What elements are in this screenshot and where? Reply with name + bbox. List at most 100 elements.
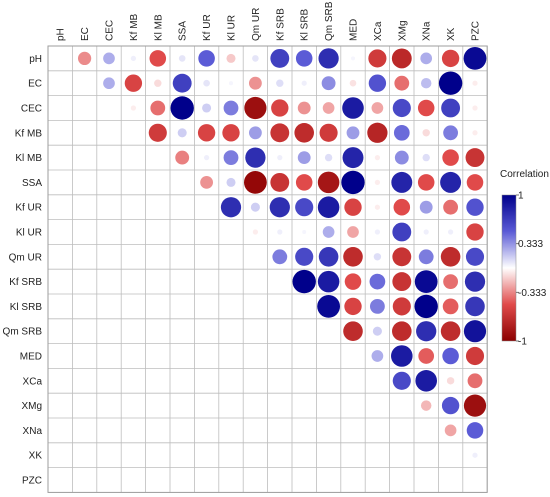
row-label: XCa	[23, 376, 43, 387]
correlation-circle	[321, 76, 336, 91]
correlation-circle	[392, 321, 412, 341]
correlation-circle	[223, 100, 239, 116]
correlation-circle	[295, 50, 313, 67]
column-label: Kl UR	[227, 15, 238, 41]
correlation-circle	[148, 123, 167, 142]
correlation-circle	[442, 347, 459, 365]
correlation-circle	[295, 198, 314, 217]
correlation-circle	[392, 247, 412, 267]
correlation-circle	[371, 350, 384, 362]
correlation-circle	[198, 50, 215, 67]
correlation-circle	[442, 298, 459, 315]
correlation-circle	[416, 321, 437, 342]
correlation-circle	[344, 297, 362, 316]
correlation-circle	[243, 170, 267, 194]
row-label: Qm SRB	[3, 327, 43, 338]
correlation-circle	[394, 75, 410, 91]
correlation-circle	[317, 294, 341, 318]
column-label: XNa	[422, 21, 433, 41]
correlation-circle	[269, 197, 290, 218]
row-label: Kf MB	[15, 128, 43, 139]
correlation-circle	[443, 125, 458, 141]
correlation-circle	[472, 452, 478, 458]
correlation-circle	[103, 52, 115, 65]
correlation-circle	[372, 326, 382, 336]
column-label: SSA	[178, 21, 189, 41]
row-label: pH	[29, 54, 42, 65]
correlation-circle	[103, 77, 115, 90]
correlation-circle	[172, 73, 192, 93]
correlation-circle	[374, 229, 381, 235]
correlation-circle	[317, 270, 340, 293]
correlation-circle	[466, 174, 484, 191]
correlation-circle	[228, 81, 234, 86]
correlation-circle	[465, 296, 485, 317]
column-label: Kf UR	[202, 14, 213, 41]
column-label: XCa	[373, 21, 384, 41]
correlation-circle	[341, 170, 365, 195]
correlation-circle	[322, 102, 335, 114]
row-label: Kl UR	[16, 228, 42, 239]
correlation-circle	[371, 102, 384, 114]
correlation-circle	[317, 171, 340, 194]
correlation-circle	[202, 103, 212, 113]
correlation-circle	[226, 177, 236, 187]
correlation-circle	[441, 49, 460, 68]
correlation-circle	[438, 71, 463, 95]
row-label: XNa	[23, 426, 43, 437]
correlation-circle	[446, 377, 455, 385]
correlation-circle	[177, 128, 187, 138]
correlation-circle	[324, 153, 333, 162]
correlation-circle	[226, 53, 236, 63]
correlation-circle	[252, 229, 259, 235]
correlation-circle	[393, 124, 410, 141]
correlation-circle	[318, 247, 339, 267]
correlation-circle	[248, 76, 262, 90]
legend-colorbar	[501, 194, 517, 342]
correlation-circle	[420, 52, 433, 65]
correlation-circle	[440, 171, 462, 193]
legend-title: Correlation	[500, 169, 549, 180]
correlation-circle	[170, 96, 194, 120]
correlation-circle	[414, 294, 438, 319]
correlation-circle	[417, 99, 435, 117]
correlation-circle	[420, 77, 432, 89]
correlation-circle	[346, 126, 360, 140]
row-label: Kl SRB	[10, 302, 43, 313]
correlation-circle	[466, 422, 484, 439]
correlation-circle	[277, 154, 283, 161]
correlation-circle	[317, 196, 340, 218]
correlation-circle	[444, 424, 457, 437]
correlation-circle	[472, 105, 478, 111]
column-label: Qm SRB	[324, 1, 335, 41]
correlation-circle	[319, 123, 338, 142]
correlation-circle	[415, 370, 437, 392]
correlation-circle	[175, 150, 190, 165]
row-label: Kl MB	[15, 153, 42, 164]
correlation-circle	[252, 55, 259, 62]
column-label: EC	[80, 27, 91, 41]
correlation-circle	[422, 129, 430, 137]
correlation-circle	[178, 55, 186, 62]
correlation-circle	[295, 174, 313, 191]
correlation-circle	[150, 100, 166, 116]
correlation-circle	[463, 394, 487, 417]
correlation-circle	[463, 46, 487, 70]
column-labels: pH EC CEC Kf MB Kl MB SSA Kf UR Kl UR Qm UR Kf SR…	[56, 1, 482, 41]
correlation-circle	[220, 197, 242, 218]
correlation-circle	[277, 229, 283, 235]
legend-tick-label: 1	[518, 191, 524, 202]
correlation-circle	[222, 124, 240, 142]
row-label: XMg	[21, 401, 42, 412]
correlation-circle	[464, 271, 486, 292]
row-label: PZC	[22, 476, 42, 487]
correlation-circle	[271, 99, 289, 117]
correlation-circle	[77, 51, 92, 66]
row-label: XK	[29, 451, 43, 462]
correlation-circle	[414, 270, 438, 294]
row-label: MED	[20, 352, 42, 363]
correlation-circle	[369, 273, 386, 290]
correlation-circle	[393, 198, 411, 216]
correlation-circle	[200, 175, 214, 189]
column-label: Kl MB	[153, 14, 164, 41]
